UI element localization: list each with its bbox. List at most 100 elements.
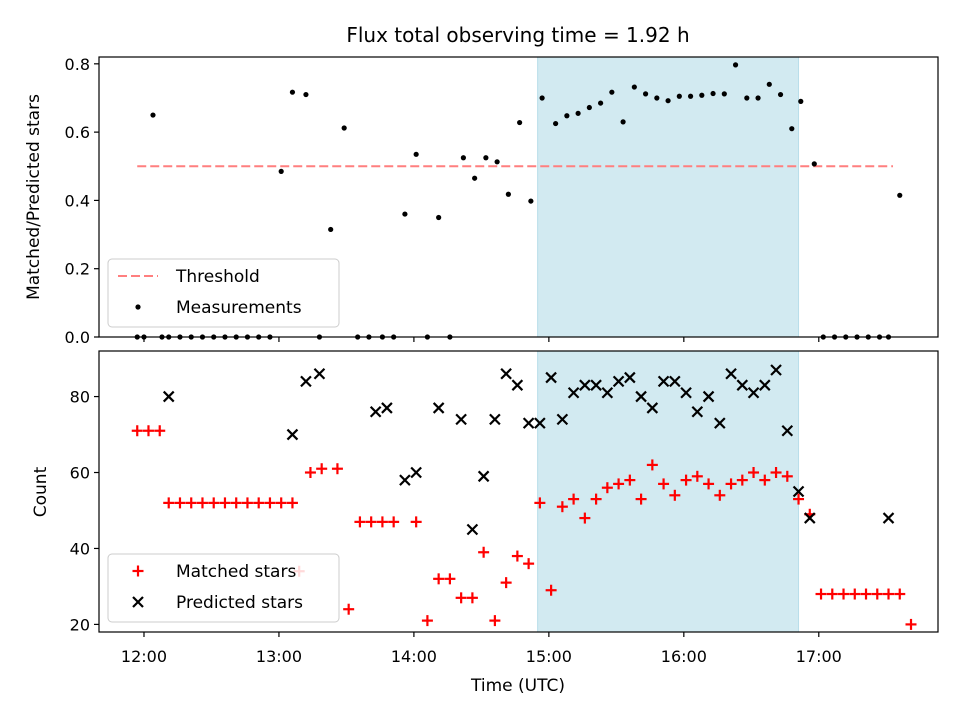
ratio-highlight-span <box>537 56 800 338</box>
matched-star-marker <box>579 512 591 524</box>
predicted-x-b <box>669 375 681 388</box>
ratio-legend: Threshold Measurements <box>107 258 340 328</box>
predicted-x-b <box>646 402 659 414</box>
measurement-point <box>539 95 545 101</box>
matched-star-marker <box>590 493 602 505</box>
count-x-tick-label: 16:00 <box>661 647 707 666</box>
predicted-star-marker <box>489 413 501 426</box>
ratio-axes-frame <box>98 56 939 338</box>
legend-predicted-swatch-b <box>132 596 144 608</box>
measurement-point <box>413 151 419 157</box>
matched-star-marker <box>433 573 445 585</box>
measurement-point <box>699 92 705 98</box>
predicted-x-b <box>882 512 895 524</box>
measurement-point <box>755 95 761 101</box>
ratio-y-ticks: 0.0 0.2 0.4 0.6 0.8 <box>65 55 99 347</box>
matched-star-marker <box>208 497 220 509</box>
predicted-x-b <box>466 523 479 536</box>
predicted-x-b <box>369 405 382 418</box>
matched-star-marker <box>624 474 636 486</box>
predicted-x-b <box>286 428 299 441</box>
predicted-star-marker <box>534 417 546 429</box>
predicted-x-b <box>381 402 393 414</box>
predicted-x-b <box>500 368 512 380</box>
predicted-star-marker <box>781 424 794 437</box>
matched-star-marker <box>511 550 523 562</box>
matched-star-marker <box>455 592 467 604</box>
predicted-star-marker <box>567 386 580 399</box>
ratio-panel: 0.00.20.40.60.8 Matched/Predicted stars … <box>24 55 939 347</box>
matched-star-marker <box>230 497 242 509</box>
x-axis-label: Time (UTC) <box>470 676 565 696</box>
predicted-star-marker <box>286 428 299 441</box>
predicted-x-b <box>545 371 557 384</box>
matched-star-marker <box>523 558 535 570</box>
matched-star-marker <box>556 501 568 513</box>
legend-label: Matched stars <box>176 562 296 582</box>
predicted-x-b <box>590 379 602 391</box>
matched-star-marker <box>219 497 231 509</box>
predicted-x-b <box>691 405 704 418</box>
predicted-x-b <box>534 417 546 429</box>
matched-star-marker <box>253 497 265 509</box>
predicted-x-b <box>759 379 771 391</box>
chart-title: Flux total observing time = 1.92 h <box>346 23 689 47</box>
predicted-star-marker <box>882 512 895 524</box>
predicted-star-marker <box>714 417 726 429</box>
matched-star-marker <box>838 588 850 600</box>
count-x-tick-label: 15:00 <box>526 647 572 666</box>
matched-star-marker <box>545 584 557 596</box>
count-highlight-span <box>537 350 800 633</box>
legend-label: Threshold <box>175 267 260 287</box>
predicted-star-marker <box>381 402 393 414</box>
matched-star-marker <box>725 478 737 490</box>
predicted-x-b <box>567 386 580 399</box>
measurement-point <box>494 159 500 165</box>
matched-star-marker <box>331 463 343 475</box>
matched-star-marker <box>736 474 748 486</box>
predicted-star-marker <box>635 390 647 403</box>
predicted-x-b <box>162 390 175 403</box>
matched-star-marker <box>905 618 917 630</box>
measurement-point <box>586 104 592 111</box>
matched-star-marker <box>286 497 298 509</box>
predicted-star-marker <box>770 364 782 376</box>
predicted-x-b <box>714 417 726 429</box>
matched-star-marker <box>658 478 670 490</box>
measurement-point <box>505 191 511 197</box>
predicted-star-marker <box>669 375 681 388</box>
measurement-point <box>483 155 489 161</box>
predicted-x-b <box>680 386 692 399</box>
matched-star-marker <box>489 615 501 627</box>
matched-star-marker <box>388 516 400 528</box>
matched-star-marker <box>883 588 895 600</box>
count-legend: Matched stars Predicted stars <box>107 553 340 623</box>
measurement-point <box>609 89 615 95</box>
matched-star-marker <box>826 588 838 600</box>
ratio-y-tick-label: 0.4 <box>65 191 90 210</box>
count-y-tick-label: 60 <box>70 464 90 483</box>
matched-star-marker <box>781 470 793 482</box>
predicted-x-b <box>489 413 501 426</box>
matched-star-marker <box>264 497 276 509</box>
predicted-x-b <box>477 470 490 483</box>
legend-frame <box>107 258 340 328</box>
predicted-x-b <box>804 512 816 524</box>
predicted-x-b <box>781 424 794 437</box>
measurement-point <box>631 84 637 90</box>
predicted-x-b <box>432 402 445 414</box>
measurement-point <box>436 214 442 221</box>
measurement-point <box>553 120 559 127</box>
predicted-x-b <box>702 390 715 403</box>
matched-star-marker <box>478 546 490 558</box>
predicted-x-b <box>455 413 467 426</box>
predicted-star-marker <box>736 379 749 391</box>
predicted-star-marker <box>545 371 557 384</box>
ratio-y-tick-label: 0.0 <box>65 328 90 347</box>
matched-star-marker <box>894 588 906 600</box>
predicted-x-b <box>511 379 524 391</box>
predicted-star-marker <box>432 402 445 414</box>
predicted-star-marker <box>300 375 312 388</box>
